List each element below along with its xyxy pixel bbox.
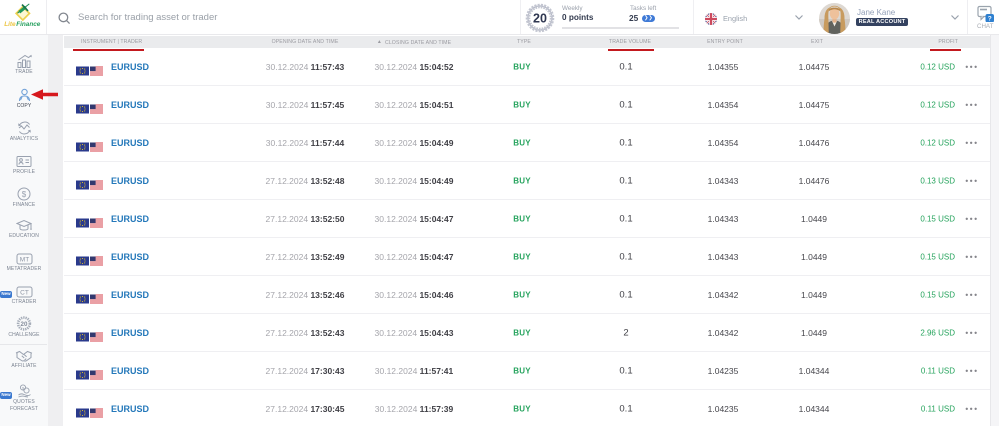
svg-text:Finance: Finance: [16, 21, 41, 28]
svg-text:20: 20: [533, 12, 547, 26]
svg-text:CT: CT: [20, 290, 29, 297]
svg-text:$: $: [22, 190, 27, 199]
svg-text:20: 20: [21, 321, 28, 328]
svg-text:$: $: [21, 386, 24, 390]
svg-text:MT: MT: [19, 257, 28, 264]
svg-text:Lite: Lite: [4, 21, 16, 28]
svg-text:?: ?: [988, 16, 992, 23]
